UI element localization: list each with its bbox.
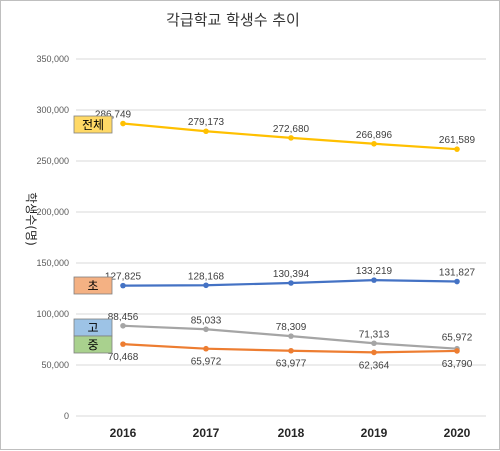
data-label: 286,749 (95, 110, 132, 121)
data-point (371, 140, 377, 147)
data-label: 85,033 (191, 315, 222, 326)
data-point (120, 322, 126, 329)
data-label: 88,456 (108, 312, 139, 323)
data-point (288, 333, 294, 339)
data-point (371, 349, 377, 356)
y-tick-label: 100,000 (36, 309, 69, 319)
series-tag-box (73, 335, 113, 354)
data-point (454, 278, 460, 285)
series-layer (120, 120, 460, 356)
x-tick-label: 2019 (361, 426, 388, 440)
series-tag-label: 고 (87, 321, 98, 335)
data-label: 78,309 (276, 322, 307, 333)
data-point (203, 326, 209, 333)
data-point (371, 340, 377, 347)
data-label: 128,168 (188, 271, 225, 282)
data-label: 127,825 (105, 272, 142, 283)
series-tag: 전체 (73, 115, 113, 134)
data-label: 65,972 (191, 357, 222, 368)
data-label-layer: 286,749 279,173 272,680 266,896 261,589 127,8… (95, 110, 476, 372)
series-tag-box (73, 115, 113, 134)
data-point (120, 341, 126, 347)
series-tag: 중 (73, 335, 113, 354)
data-point (288, 280, 294, 286)
data-point (371, 277, 377, 283)
data-label: 63,977 (276, 359, 307, 370)
data-label: 266,896 (356, 130, 393, 141)
data-label: 71,313 (359, 329, 390, 340)
data-point (203, 282, 209, 289)
data-label: 62,364 (359, 360, 390, 371)
x-tick-label: 2018 (278, 426, 305, 440)
y-tick-label: 0 (64, 411, 69, 421)
y-tick-label: 250,000 (36, 156, 69, 166)
data-label: 272,680 (273, 124, 310, 135)
series-tag-label: 전체 (82, 118, 104, 132)
data-point (454, 348, 460, 354)
data-label: 130,394 (273, 269, 310, 280)
y-tick-label: 350,000 (36, 54, 69, 64)
data-point (203, 345, 209, 352)
y-tick-label: 150,000 (36, 258, 69, 268)
data-label: 133,219 (356, 266, 393, 277)
y-tick-label: 50,000 (41, 360, 69, 370)
y-tick-label: 200,000 (36, 207, 69, 217)
x-tick-label: 2017 (193, 426, 220, 440)
x-tick-label: 2016 (110, 426, 137, 440)
series-tag-label: 초 (87, 279, 98, 293)
series-tag: 초 (73, 276, 113, 295)
data-label: 279,173 (188, 117, 225, 128)
data-label: 70,468 (108, 352, 139, 363)
data-point (288, 135, 294, 141)
data-label: 131,827 (439, 268, 476, 279)
grid-layer (76, 58, 486, 417)
x-tick-label: 2020 (444, 426, 471, 440)
data-point (203, 128, 209, 135)
data-point (120, 120, 126, 127)
y-axis-label: 학생수(명) (24, 192, 38, 246)
y-axis-ticks: 0 50,000 100,000 150,000 200,000 250,000 300,0… (36, 54, 69, 421)
y-tick-label: 300,000 (36, 105, 69, 115)
data-point (288, 347, 294, 354)
series-tag: 고 (73, 318, 113, 337)
series-tag-label: 중 (87, 338, 98, 352)
series-tag-box (73, 276, 113, 295)
data-label: 261,589 (439, 135, 476, 146)
data-point (454, 146, 460, 152)
x-axis-ticks: 2016 2017 2018 2019 2020 (110, 426, 471, 440)
chart-title: 각급학교 학생수 추이 (166, 11, 300, 29)
data-label: 63,790 (442, 359, 473, 370)
data-point (120, 282, 126, 289)
data-label: 65,972 (442, 333, 473, 344)
